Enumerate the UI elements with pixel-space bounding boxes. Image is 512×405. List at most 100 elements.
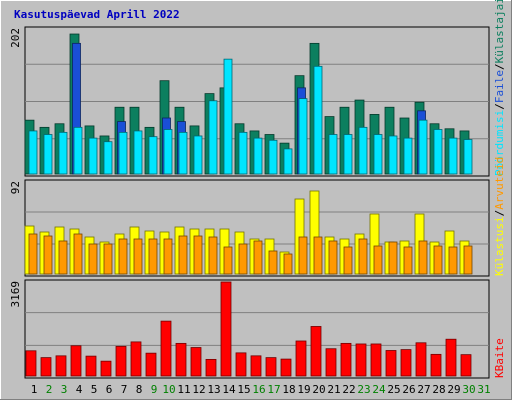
bar-pages: [268, 139, 278, 175]
bar-kbytes: [130, 341, 142, 377]
bar-pages: [238, 131, 248, 175]
bar-kbytes: [100, 360, 112, 377]
day-label: 23: [357, 383, 370, 396]
bar-kbytes: [460, 354, 472, 377]
bar-unique: [388, 241, 398, 275]
bar-kbytes: [400, 349, 412, 377]
bar-pages: [178, 131, 188, 175]
bar-unique: [418, 240, 428, 275]
bar-kbytes: [415, 342, 427, 377]
bar-kbytes: [220, 281, 232, 377]
bar-pages: [43, 134, 53, 175]
day-labels: 1 2 3 4 5 6 7 8 9 10 11 12 13 14 15 16 17 18 19 20 21 22 23 24 2…: [31, 383, 491, 396]
legend-item-pages: Pöördumisi: [493, 110, 506, 176]
ymax-label-middle: 92: [9, 181, 22, 194]
day-label: 22: [342, 383, 355, 396]
bar-pages: [88, 137, 98, 175]
bar-kbytes: [370, 343, 382, 377]
legend-top: Pöördumisi/Faile/Külastajaid: [493, 0, 506, 176]
bar-kbytes: [205, 358, 217, 377]
bar-kbytes: [115, 345, 127, 377]
bar-unique: [193, 235, 203, 275]
bar-unique: [268, 250, 278, 275]
legend-item-visits: Külastajaid: [493, 0, 506, 63]
day-label: 28: [432, 383, 445, 396]
bar-kbytes: [265, 357, 277, 377]
bar-pages: [448, 137, 458, 175]
bar-unique: [343, 246, 353, 275]
bar-kbytes: [145, 352, 157, 377]
bar-unique: [133, 238, 143, 275]
legend-text-bottom: KBaite: [493, 338, 506, 378]
bar-unique: [88, 243, 98, 275]
ymax-label-top: 202: [9, 28, 22, 48]
day-label: 11: [177, 383, 190, 396]
bar-unique: [373, 245, 383, 275]
bar-kbytes: [355, 343, 367, 377]
bar-pages: [418, 119, 428, 175]
bar-pages: [433, 129, 443, 175]
bar-kbytes: [280, 358, 292, 377]
bar-unique: [328, 240, 338, 275]
bar-kbytes: [325, 348, 337, 377]
bar-pages: [133, 130, 143, 175]
bar-kbytes: [70, 345, 82, 377]
day-label: 7: [121, 383, 128, 396]
bar-unique: [283, 253, 293, 275]
bar-unique: [313, 236, 323, 275]
bar-unique: [163, 238, 173, 275]
day-label: 26: [402, 383, 415, 396]
bar-unique: [178, 235, 188, 275]
bar-pages: [388, 135, 398, 175]
bar-pages: [118, 131, 128, 175]
day-label: 24: [372, 383, 386, 396]
legend-item-sep: /: [493, 103, 506, 110]
legend-item-unique: Arvuteid: [493, 157, 506, 210]
bars-top: [24, 33, 473, 175]
bar-kbytes: [25, 350, 37, 377]
day-label: 25: [387, 383, 400, 396]
day-label: 19: [297, 383, 310, 396]
bar-unique: [253, 240, 263, 275]
chart-panels: 202 92 3169: [9, 26, 490, 379]
legend-item-kbytes: KBaite: [493, 338, 506, 378]
bar-unique: [208, 236, 218, 275]
ymax-label-bottom: 3169: [9, 281, 22, 308]
bar-kbytes: [310, 326, 322, 377]
bar-pages: [358, 126, 368, 175]
day-label: 21: [327, 383, 340, 396]
day-label: 31: [477, 383, 490, 396]
day-label: 4: [76, 383, 83, 396]
legend-item-hits: Külastusi: [493, 216, 506, 276]
bar-kbytes: [430, 353, 442, 377]
day-label: 13: [207, 383, 220, 396]
day-label: 1: [31, 383, 38, 396]
bar-unique: [463, 245, 473, 275]
day-label: 15: [237, 383, 250, 396]
bar-unique: [238, 243, 248, 275]
day-label: 5: [91, 383, 98, 396]
day-label: 8: [136, 383, 143, 396]
legend-item-sep: /: [493, 210, 506, 217]
bar-pages: [463, 139, 473, 175]
bar-pages: [313, 65, 323, 175]
legends: Pöördumisi/Faile/KülastajaidKülastusi/Ar…: [493, 0, 506, 378]
bar-kbytes: [445, 338, 457, 377]
bar-unique: [358, 238, 368, 275]
bar-pages: [73, 126, 83, 175]
day-label: 12: [192, 383, 205, 396]
bar-kbytes: [175, 342, 187, 377]
panel-bottom: 3169: [9, 279, 490, 379]
bar-pages: [223, 58, 233, 175]
bar-unique: [433, 245, 443, 275]
day-label: 10: [162, 383, 175, 396]
bar-kbytes: [40, 357, 52, 377]
legend-item-sep: /: [493, 63, 506, 70]
day-label: 16: [252, 383, 265, 396]
day-label: 29: [447, 383, 460, 396]
bar-pages: [403, 137, 413, 175]
bar-kbytes: [295, 340, 307, 377]
bars-middle: [24, 190, 473, 275]
day-label: 6: [106, 383, 113, 396]
